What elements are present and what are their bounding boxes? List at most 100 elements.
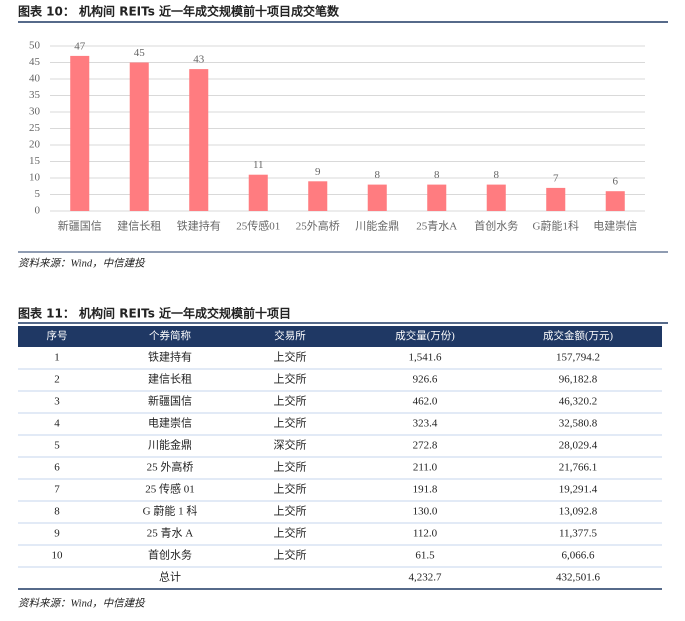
- table-cell: 323.4: [413, 418, 438, 430]
- column-header: 个券简称: [149, 329, 191, 342]
- x-tick-label: 电建崇信: [593, 219, 637, 233]
- y-tick-label: 30: [29, 106, 41, 118]
- column-header: 交易所: [274, 329, 306, 342]
- table-cell: 61.5: [415, 550, 435, 562]
- table-cell: 96,182.8: [559, 374, 598, 386]
- table-cell: 上交所: [274, 372, 307, 386]
- table-cell: 上交所: [274, 482, 307, 496]
- table-cell: 上交所: [274, 504, 307, 518]
- table-cell: 上交所: [274, 394, 307, 408]
- table-cell: 首创水务: [148, 548, 192, 562]
- y-tick-label: 40: [29, 73, 41, 85]
- column-header: 序号: [47, 329, 68, 342]
- table-cell: 211.0: [413, 462, 438, 474]
- table-cell: 46,320.2: [559, 396, 598, 408]
- value-label: 9: [315, 166, 321, 178]
- bar: [486, 184, 506, 211]
- column-header: 成交量(万份): [395, 329, 455, 342]
- table-cell: 1,541.6: [409, 352, 443, 364]
- table-cell: 电建崇信: [148, 416, 192, 430]
- table-cell: 1: [54, 352, 60, 364]
- value-label: 8: [494, 169, 500, 181]
- x-tick-label: 25传感01: [236, 220, 280, 233]
- x-tick-label: 首创水务: [474, 219, 518, 233]
- table-header: [18, 326, 662, 347]
- y-tick-label: 35: [29, 89, 41, 101]
- value-label: 8: [434, 169, 440, 181]
- x-tick-label: 铁建持有: [177, 219, 221, 233]
- table-cell: 建信长租: [148, 372, 192, 386]
- table-cell: 上交所: [274, 460, 307, 474]
- value-label: 45: [134, 47, 146, 59]
- bar: [546, 187, 566, 211]
- table-cell: 上交所: [274, 526, 307, 540]
- bar: [70, 55, 90, 212]
- table-cell: 462.0: [413, 396, 438, 408]
- table-cell: 4: [54, 418, 60, 430]
- bar: [308, 181, 328, 211]
- table-cell: 25 外高桥: [147, 460, 194, 474]
- x-tick-label: 25外高桥: [296, 219, 340, 233]
- table-cell: 6: [54, 462, 60, 474]
- value-label: 43: [193, 54, 205, 66]
- table-cell: 19,291.4: [559, 484, 598, 496]
- bar: [129, 62, 149, 211]
- table-cell: 上交所: [274, 416, 307, 430]
- bar: [427, 184, 447, 211]
- total-label: 总计: [159, 570, 181, 584]
- bar: [248, 174, 268, 211]
- table-cell: 8: [54, 506, 60, 518]
- value-label: 8: [375, 169, 381, 181]
- total-amount: 432,501.6: [556, 572, 601, 584]
- y-tick-label: 20: [29, 139, 41, 151]
- value-label: 47: [74, 40, 86, 52]
- table-cell: 21,766.1: [559, 462, 598, 474]
- table-cell: 191.8: [413, 484, 438, 496]
- value-label: 7: [553, 172, 559, 184]
- y-tick-label: 10: [29, 172, 41, 184]
- y-tick-label: 0: [35, 205, 41, 217]
- value-label: 11: [253, 159, 264, 171]
- y-tick-label: 25: [29, 122, 41, 134]
- table-cell: 25 青水 A: [147, 527, 193, 540]
- table-title: 图表 11： 机构间 REITs 近一年成交规模前十项目: [18, 306, 291, 321]
- table-cell: 3: [54, 396, 60, 408]
- table-cell: 112.0: [413, 528, 438, 540]
- table-cell: 11,377.5: [559, 528, 598, 540]
- table-cell: 13,092.8: [559, 506, 598, 518]
- table-cell: 2: [54, 374, 60, 386]
- table-cell: 铁建持有: [148, 350, 192, 364]
- table-cell: 10: [52, 550, 64, 562]
- column-header: 成交金额(万元): [543, 329, 613, 342]
- total-volume: 4,232.7: [409, 572, 443, 584]
- table-cell: 上交所: [274, 350, 307, 364]
- y-tick-label: 15: [29, 155, 41, 167]
- y-tick-label: 45: [29, 56, 41, 68]
- chart-title: 图表 10： 机构间 REITs 近一年成交规模前十项目成交笔数: [18, 4, 340, 19]
- table-cell: 272.8: [413, 440, 438, 452]
- table-cell: 6,066.6: [562, 550, 596, 562]
- table-cell: 川能金鼎: [148, 438, 192, 452]
- bar: [367, 184, 387, 211]
- value-label: 6: [613, 176, 619, 188]
- table-cell: 深交所: [274, 438, 307, 452]
- x-tick-label: 25青水A: [416, 220, 457, 233]
- x-tick-label: G蔚能1科: [533, 219, 579, 233]
- y-tick-label: 50: [29, 40, 41, 52]
- table-cell: 28,029.4: [559, 440, 598, 452]
- table-cell: 7: [54, 484, 60, 496]
- table-cell: 25 传感 01: [145, 483, 195, 496]
- table-cell: G 蔚能 1 科: [143, 504, 198, 518]
- table-cell: 130.0: [413, 506, 438, 518]
- table-source: 资料来源：Wind，中信建投: [18, 597, 146, 609]
- table-cell: 5: [54, 440, 60, 452]
- table-cell: 926.6: [413, 374, 438, 386]
- table-cell: 上交所: [274, 548, 307, 562]
- table-cell: 新疆国信: [148, 394, 192, 408]
- table-cell: 9: [54, 528, 60, 540]
- x-tick-label: 建信长租: [117, 219, 161, 233]
- bar: [189, 69, 209, 211]
- x-tick-label: 川能金鼎: [355, 219, 399, 233]
- table-cell: 32,580.8: [559, 418, 598, 430]
